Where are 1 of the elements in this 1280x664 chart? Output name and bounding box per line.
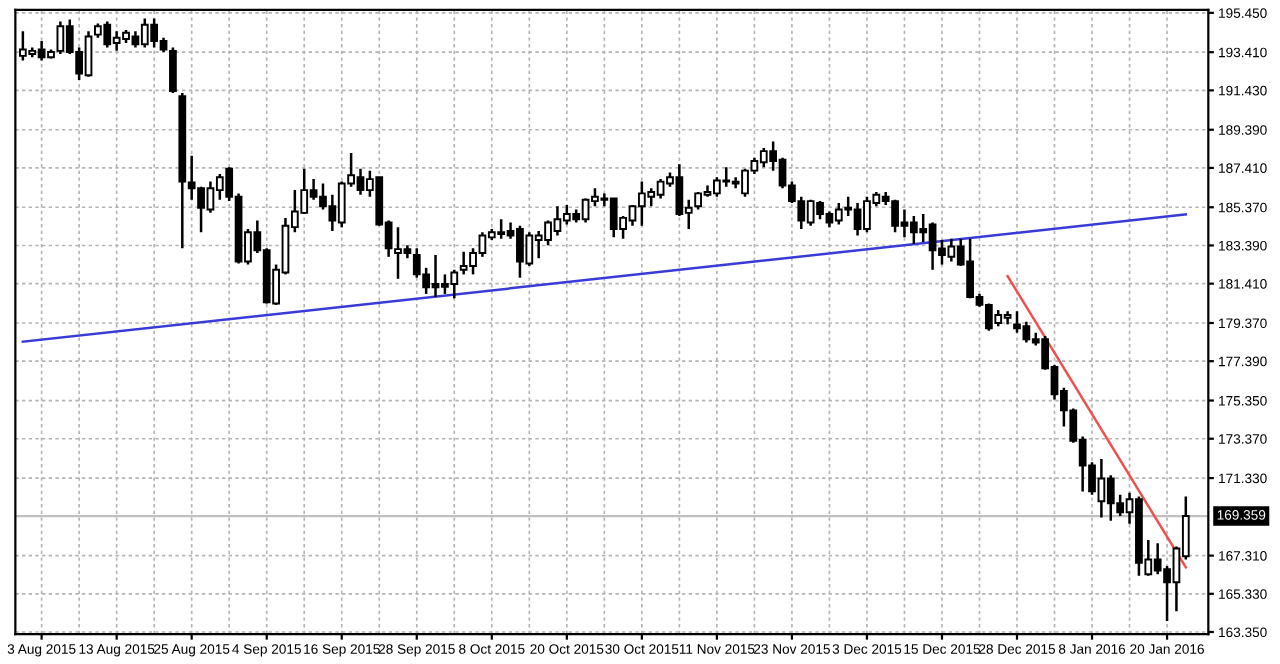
candlestick — [169, 46, 177, 95]
